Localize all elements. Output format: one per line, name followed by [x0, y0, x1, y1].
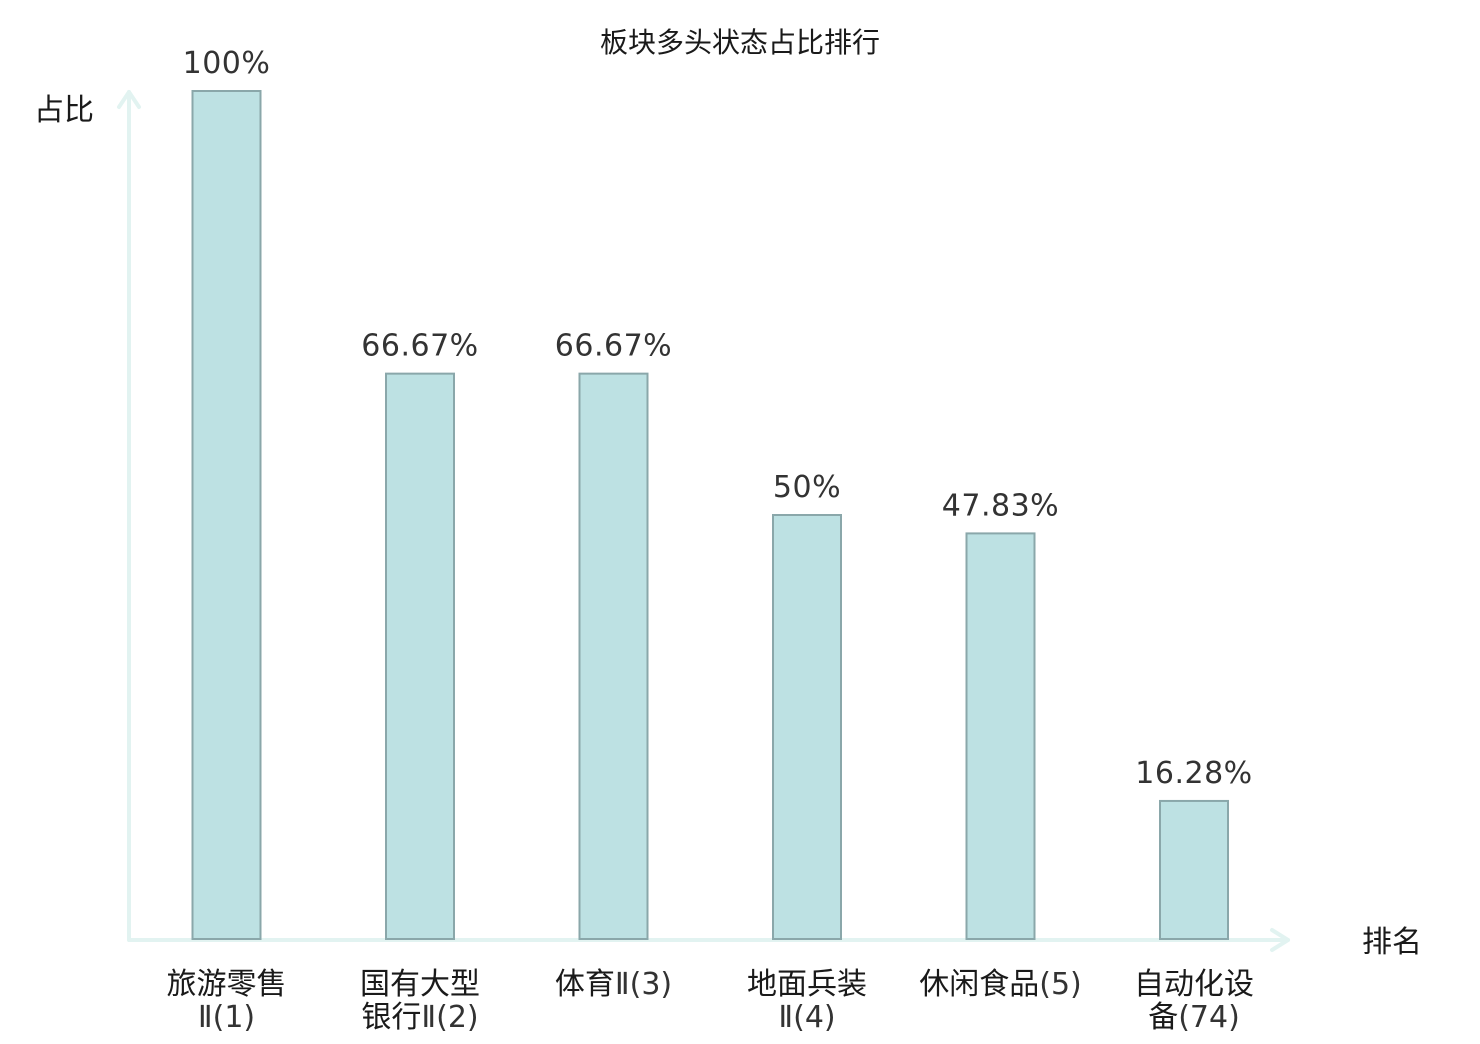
x-tick-label-2-line-1: 国有大型 — [360, 967, 480, 1002]
x-tick-name: 备 — [1148, 1000, 1178, 1035]
chart-title: 板块多头状态占比排行 — [600, 26, 880, 59]
x-tick-label-6-line-1: 自动化设 — [1134, 967, 1254, 1002]
bar-4 — [772, 514, 842, 940]
x-axis-label: 排名 — [1362, 925, 1422, 960]
x-tick-label-2-line-2: 银行Ⅱ(2) — [361, 1000, 478, 1035]
x-tick-name: 国有大型 — [360, 967, 480, 1002]
bar-5 — [965, 532, 1036, 940]
value-labels-group: 100% 66.67% 66.67% 50% 47.83% 16.28% — [183, 46, 1253, 791]
x-tick-name: 旅游零售 — [167, 967, 287, 1002]
data-label-3: 66.67% — [555, 329, 672, 364]
bar-2 — [385, 372, 455, 940]
x-tick-label-6-line-2: 备(74) — [1148, 1000, 1240, 1035]
x-tick-label-4-line-1: 地面兵装 — [747, 967, 867, 1002]
data-label-2: 66.67% — [361, 329, 478, 364]
data-label-1: 100% — [183, 46, 271, 81]
data-label-4: 50% — [773, 470, 841, 505]
x-tick-label-4-line-2: Ⅱ(4) — [778, 1000, 835, 1035]
x-tick-rank: (74) — [1178, 1000, 1240, 1035]
x-tick-rank: (5) — [1039, 967, 1082, 1002]
x-tick-name: 自动化设 — [1134, 967, 1254, 1002]
data-label-5: 47.83% — [942, 488, 1059, 523]
y-axis-label: 占比 — [34, 93, 94, 128]
data-label-6: 16.28% — [1135, 756, 1252, 791]
x-tick-rank: Ⅱ(1) — [198, 1000, 255, 1035]
x-tick-rank: Ⅱ(2) — [421, 1000, 478, 1035]
x-tick-label-5-line-1: 休闲食品(5) — [919, 967, 1082, 1002]
bar-3 — [578, 372, 649, 940]
x-tick-label-3-line-1: 体育Ⅱ(3) — [555, 967, 672, 1002]
x-tick-name: 休闲食品 — [919, 967, 1039, 1002]
x-tick-name: 地面兵装 — [747, 967, 867, 1002]
bar-1 — [191, 90, 262, 940]
x-tick-label-1-line-1: 旅游零售 — [167, 967, 287, 1002]
x-tick-name: 银行 — [361, 1000, 421, 1035]
x-axis-arrow-icon — [1270, 928, 1290, 952]
x-tick-name: 体育 — [555, 967, 615, 1002]
bar-6 — [1159, 799, 1229, 941]
x-tick-label-1-line-2: Ⅱ(1) — [198, 1000, 255, 1035]
x-tick-rank: Ⅱ(3) — [615, 967, 672, 1002]
x-tick-rank: Ⅱ(4) — [778, 1000, 835, 1035]
bars-group — [191, 90, 1229, 941]
y-axis-arrow-icon — [117, 90, 141, 109]
